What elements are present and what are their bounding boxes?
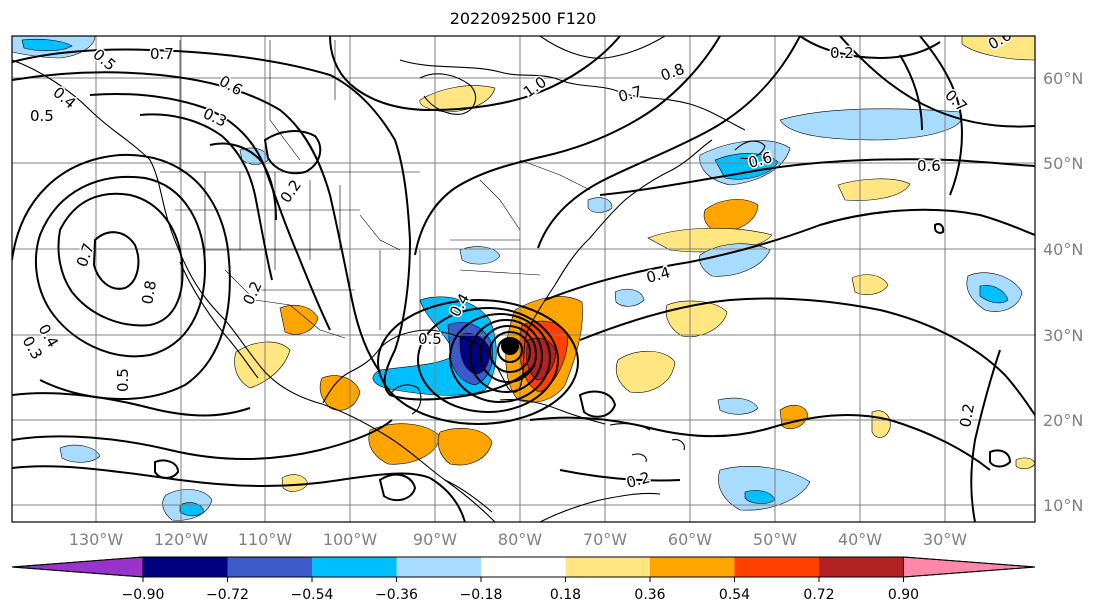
- positive-anomaly-region: [279, 305, 319, 335]
- coastline-island: [671, 439, 685, 451]
- colorbar-segment: [481, 557, 566, 577]
- colorbar-segment: [143, 557, 228, 577]
- colorbar-ticks: [142, 577, 904, 582]
- longitude-label: 90°W: [413, 530, 457, 549]
- coastline-island: [631, 453, 647, 463]
- colorbar-segment: [734, 557, 819, 577]
- colorbar: −0.90 −0.72 −0.54 −0.36 −0.18 0.18 0.36 …: [11, 556, 1036, 603]
- negative-anomaly-region: [979, 285, 1009, 304]
- longitude-label: 80°W: [498, 530, 542, 549]
- longitude-label: 110°W: [238, 530, 293, 549]
- contour-lines: [12, 36, 1035, 522]
- negative-anomaly-region: [779, 108, 963, 141]
- longitude-axis: 130°W 120°W 110°W 100°W 90°W 80°W 70°W 6…: [69, 530, 967, 549]
- map-frame: [11, 35, 1036, 523]
- positive-anomaly-region: [615, 350, 676, 393]
- contour-label: 0.2: [830, 44, 854, 62]
- coastline-yucatan: [389, 384, 422, 415]
- negative-anomaly-region: [459, 246, 501, 265]
- colorbar-segment: [903, 556, 1036, 578]
- colorbar-tick-label: −0.18: [460, 587, 503, 603]
- contour-label: 0.7: [150, 45, 174, 63]
- coastline-south-america: [539, 492, 661, 522]
- latitude-axis: 60°N 50°N 40°N 30°N 20°N 10°N: [1043, 69, 1083, 515]
- colorbar-segment: [819, 557, 904, 577]
- political-boundaries: [160, 40, 591, 339]
- positive-anomaly-region: [419, 85, 496, 113]
- map-plot-area: 0.7 0.5 0.5 0.4 0.6 0.3 0.2 0.7 0.8 0.3 …: [12, 36, 1035, 522]
- positive-anomaly-region: [368, 423, 441, 465]
- longitude-label: 100°W: [323, 530, 378, 549]
- map-title: 2022092500 F120: [449, 9, 597, 28]
- latitude-label: 10°N: [1043, 496, 1083, 515]
- coastline-greenland: [539, 36, 666, 59]
- colorbar-tick-label: 0.18: [550, 587, 581, 603]
- colorbar-segment: [650, 557, 735, 577]
- negative-anomaly-region: [21, 38, 73, 52]
- latitude-label: 50°N: [1043, 154, 1083, 173]
- colorbar-tick-label: 0.54: [719, 587, 750, 603]
- storm-center-marker: [501, 337, 519, 355]
- negative-anomaly-region: [614, 288, 645, 307]
- longitude-label: 120°W: [154, 530, 209, 549]
- colorbar-segment: [396, 557, 481, 577]
- latitude-label: 20°N: [1043, 411, 1083, 430]
- colorbar-tick-label: −0.54: [291, 587, 334, 603]
- coastline-baja: [179, 261, 259, 379]
- colorbar-tick-label: −0.90: [122, 587, 165, 603]
- colorbar-segment: [227, 557, 312, 577]
- coastline-newfoundland: [734, 140, 766, 160]
- negative-anomaly-region: [179, 502, 205, 517]
- coastline-east-coast: [554, 139, 713, 286]
- colorbar-segment: [312, 557, 397, 577]
- negative-anomaly-region: [699, 243, 771, 277]
- longitude-label: 60°W: [668, 530, 712, 549]
- contour-label: 0.5: [418, 330, 442, 348]
- longitude-label: 40°W: [838, 530, 882, 549]
- coastline-central-america: [444, 479, 493, 513]
- negative-anomaly-region: [717, 397, 759, 415]
- positive-anomaly-region: [234, 341, 291, 389]
- positive-anomaly-region: [703, 199, 759, 233]
- negative-anomaly-region: [718, 466, 811, 511]
- colorbar-tick-label: −0.36: [375, 587, 418, 603]
- contour-label: 0.5: [30, 107, 54, 125]
- negative-anomaly-region: [59, 444, 101, 463]
- latitude-label: 30°N: [1043, 326, 1083, 345]
- latitude-label: 40°N: [1043, 240, 1083, 259]
- latitude-label: 60°N: [1043, 69, 1083, 88]
- contour-label: 0.5: [114, 368, 132, 392]
- colorbar-tick-label: 0.72: [803, 587, 834, 603]
- positive-anomaly-region: [837, 178, 911, 201]
- longitude-label: 70°W: [583, 530, 627, 549]
- longitude-label: 30°W: [923, 530, 967, 549]
- coastline-gulf: [322, 284, 556, 404]
- coastline-canada: [399, 59, 746, 131]
- longitude-label: 130°W: [69, 530, 124, 549]
- negative-anomaly-region: [587, 197, 613, 213]
- longitude-label: 50°W: [753, 530, 797, 549]
- colorbar-segment: [565, 557, 650, 577]
- positive-anomaly-region: [665, 300, 728, 338]
- colorbar-tick-label: 0.36: [634, 587, 665, 603]
- negative-anomaly-region: [714, 153, 779, 180]
- colorbar-tick-label: −0.72: [206, 587, 249, 603]
- positive-anomaly-region: [871, 410, 891, 438]
- positive-anomaly-region: [437, 428, 493, 466]
- colorbar-tick-label: 0.90: [888, 587, 919, 603]
- contour-label: 0.6: [917, 157, 941, 175]
- colorbar-segment: [11, 556, 144, 578]
- positive-anomaly-region: [851, 274, 889, 295]
